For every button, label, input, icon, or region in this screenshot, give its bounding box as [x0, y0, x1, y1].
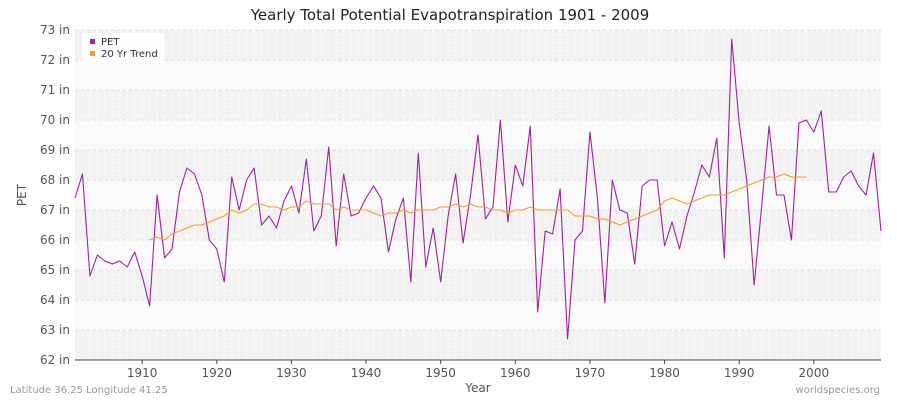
legend-swatch-pet: [90, 39, 95, 44]
y-tick-label: 65 in: [40, 263, 70, 277]
y-tick-label: 69 in: [40, 143, 70, 157]
x-tick-label: 1930: [276, 366, 307, 380]
x-tick-labels: 1910 1920 1930 1940 1950 1960 1970 1980 1990 2000: [127, 360, 829, 380]
y-tick-label: 63 in: [40, 323, 70, 337]
x-tick-label: 1960: [500, 366, 531, 380]
x-tick-label: 1910: [127, 366, 158, 380]
series-line-pet: [74, 38, 882, 340]
y-tick-label: 66 in: [40, 233, 70, 247]
series-layer: [74, 38, 882, 340]
x-tick-label: 2000: [799, 366, 830, 380]
x-tick-label: 1940: [351, 366, 382, 380]
y-tick-label: 71 in: [40, 83, 70, 97]
x-axis-title: Year: [464, 381, 490, 395]
legend-label-pet: PET: [101, 37, 120, 48]
series-line-trend: [149, 173, 807, 241]
x-tick-label: 1990: [724, 366, 755, 380]
x-tick-label: 1980: [649, 366, 680, 380]
legend: PET 20 Yr Trend: [82, 33, 164, 63]
legend-swatch-trend: [90, 51, 95, 56]
y-tick-label: 67 in: [40, 203, 70, 217]
footer-coordinates: Latitude 36.25 Longitude 41.25: [10, 385, 168, 396]
y-axis-title: PET: [15, 183, 29, 206]
y-tick-label: 73 in: [40, 23, 70, 37]
x-tick-label: 1920: [202, 366, 233, 380]
x-tick-label: 1950: [425, 366, 456, 380]
y-tick-label: 62 in: [40, 353, 70, 367]
y-tick-label: 72 in: [40, 53, 70, 67]
footer-source: worldspecies.org: [795, 385, 880, 396]
y-tick-label: 68 in: [40, 173, 70, 187]
chart-title: Yearly Total Potential Evapotranspiratio…: [250, 6, 650, 24]
x-tick-label: 1970: [575, 366, 606, 380]
y-tick-label: 64 in: [40, 293, 70, 307]
legend-label-trend: 20 Yr Trend: [101, 49, 158, 60]
y-tick-label: 70 in: [40, 113, 70, 127]
y-tick-labels: 62 in 63 in 64 in 65 in 66 in 67 in 68 in 69 in…: [40, 23, 70, 367]
legend-box: [82, 33, 164, 63]
vertical-gridlines: [81, 30, 882, 360]
